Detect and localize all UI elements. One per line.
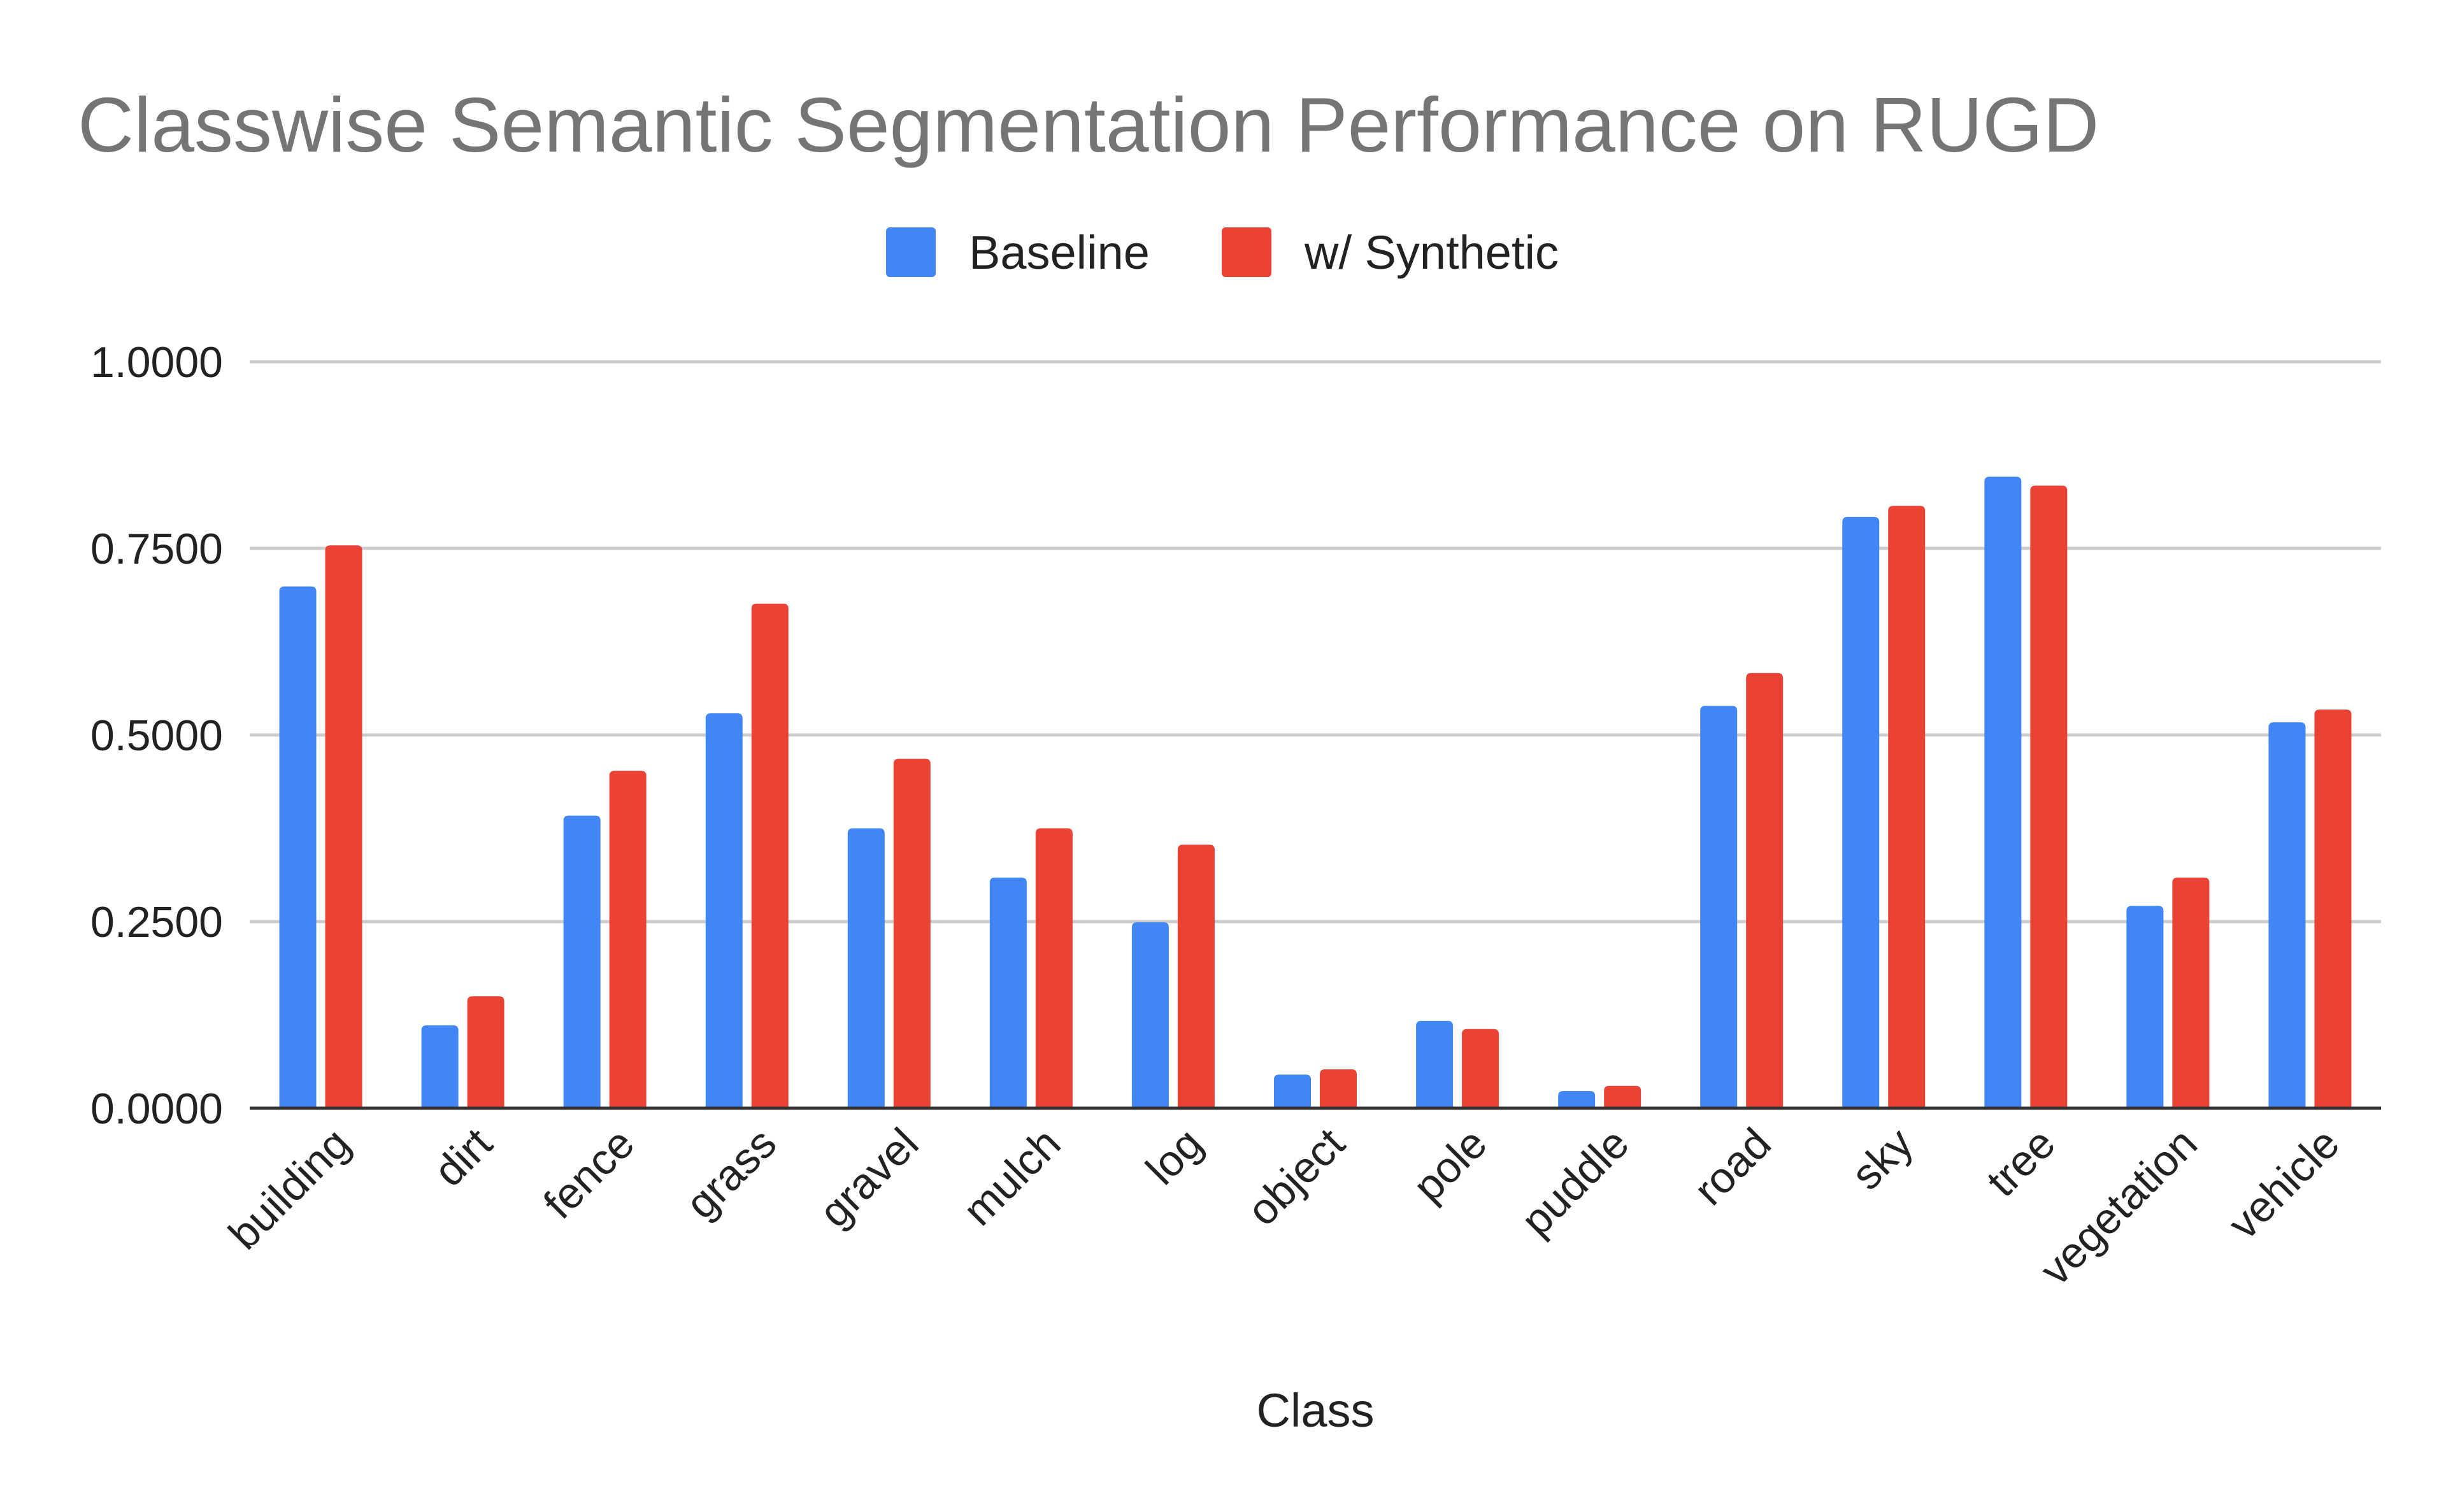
bar-mulch-baseline xyxy=(989,877,1027,1108)
bar-object-w-synthetic xyxy=(1320,1069,1357,1108)
bar-vehicle-baseline xyxy=(2268,722,2306,1108)
bar-fence-baseline xyxy=(563,815,601,1108)
bar-dirt-baseline xyxy=(421,1025,459,1108)
legend-label-w-synthetic: w/ Synthetic xyxy=(1304,226,1559,279)
x-tick-label-log: log xyxy=(1137,1119,1212,1194)
x-tick-label-grass: grass xyxy=(676,1119,785,1228)
bar-dirt-w-synthetic xyxy=(467,996,504,1108)
legend-swatch-baseline xyxy=(886,227,936,277)
x-axis-ticks: building dirt fence grass gravel mulch log obje… xyxy=(220,1119,2349,1295)
x-tick-label-puddle: puddle xyxy=(1512,1119,1638,1245)
gridlines xyxy=(250,360,2381,924)
bar-building-baseline xyxy=(279,586,317,1108)
legend: Baseline w/ Synthetic xyxy=(886,226,1559,279)
bar-puddle-baseline xyxy=(1558,1091,1596,1108)
bar-mulch-w-synthetic xyxy=(1035,828,1073,1108)
bar-road-baseline xyxy=(1700,706,1738,1108)
x-tick-label-sky: sky xyxy=(1842,1119,1922,1199)
bar-tree-w-synthetic xyxy=(2030,485,2068,1108)
x-tick-label-building: building xyxy=(220,1119,360,1259)
bar-road-w-synthetic xyxy=(1746,673,1784,1108)
bar-grass-w-synthetic xyxy=(751,603,789,1108)
y-tick-label: 1.0000 xyxy=(90,338,223,387)
bar-vehicle-w-synthetic xyxy=(2314,710,2352,1108)
bar-log-w-synthetic xyxy=(1177,845,1215,1108)
bar-gravel-baseline xyxy=(847,828,885,1108)
bar-log-baseline xyxy=(1131,922,1169,1108)
bar-puddle-w-synthetic xyxy=(1604,1085,1641,1108)
x-tick-label-gravel: gravel xyxy=(810,1119,928,1237)
bar-object-baseline xyxy=(1274,1074,1311,1108)
y-tick-label: 0.7500 xyxy=(90,525,223,573)
chart-title: Classwise Semantic Segmentation Performa… xyxy=(78,82,2099,168)
bar-tree-baseline xyxy=(1984,476,2022,1108)
bars xyxy=(279,476,2352,1108)
x-tick-label-vegetation: vegetation xyxy=(2031,1119,2206,1295)
bar-vegetation-baseline xyxy=(2126,906,2164,1108)
bar-gravel-w-synthetic xyxy=(893,759,931,1108)
bar-pole-baseline xyxy=(1416,1020,1454,1108)
y-tick-label: 0.0000 xyxy=(90,1085,223,1133)
y-tick-label: 0.5000 xyxy=(90,711,223,760)
bar-sky-w-synthetic xyxy=(1888,506,1926,1108)
bar-grass-baseline xyxy=(705,713,743,1108)
x-tick-label-fence: fence xyxy=(534,1119,643,1228)
x-tick-label-object: object xyxy=(1238,1119,1354,1235)
x-tick-label-road: road xyxy=(1685,1119,1780,1215)
x-tick-label-dirt: dirt xyxy=(425,1119,502,1196)
x-axis-title: Class xyxy=(1256,1384,1374,1437)
bar-vegetation-w-synthetic xyxy=(2172,877,2210,1108)
x-tick-label-pole: pole xyxy=(1404,1119,1496,1211)
bar-sky-baseline xyxy=(1842,517,1880,1108)
y-axis-ticks: 0.0000 0.2500 0.5000 0.7500 1.0000 xyxy=(90,338,223,1133)
bar-fence-w-synthetic xyxy=(609,771,647,1108)
bar-building-w-synthetic xyxy=(325,545,362,1108)
legend-swatch-w-synthetic xyxy=(1222,227,1271,277)
bar-pole-w-synthetic xyxy=(1462,1029,1499,1108)
x-tick-label-vehicle: vehicle xyxy=(2219,1119,2349,1248)
y-tick-label: 0.2500 xyxy=(90,898,223,946)
x-tick-label-tree: tree xyxy=(1977,1119,2064,1206)
x-tick-label-mulch: mulch xyxy=(954,1119,1069,1235)
legend-label-baseline: Baseline xyxy=(969,226,1150,279)
